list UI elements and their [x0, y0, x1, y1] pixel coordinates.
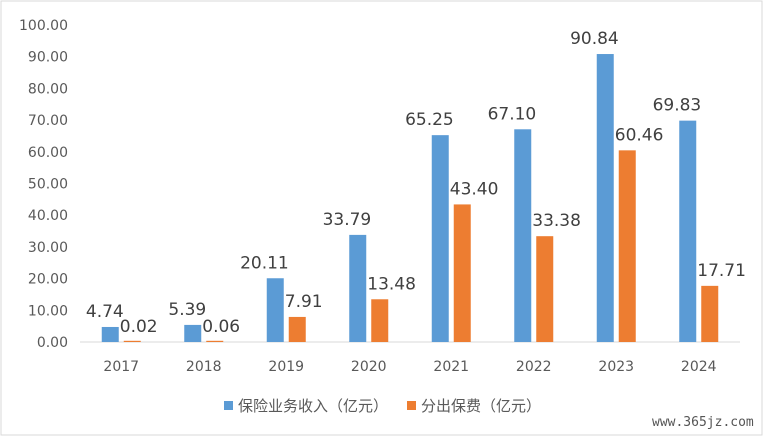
- x-tick-label: 2019: [268, 359, 304, 375]
- bar-series-1: [701, 285, 719, 342]
- bar-series-0: [514, 129, 532, 342]
- watermark-text: www.365jz.com: [652, 415, 754, 430]
- x-tick-label: 2024: [681, 359, 717, 375]
- data-label-series-1: 60.46: [615, 125, 664, 145]
- data-label-series-0: 67.10: [488, 104, 537, 124]
- data-label-series-1: 0.06: [202, 317, 240, 337]
- data-label-series-0: 90.84: [570, 29, 619, 49]
- y-tick-label: 70.00: [28, 113, 68, 129]
- y-tick-label: 40.00: [28, 208, 68, 224]
- x-tick-label: 2021: [433, 359, 469, 375]
- bar-series-0: [679, 120, 697, 342]
- data-label-series-1: 17.71: [697, 261, 746, 281]
- bar-series-0: [596, 54, 614, 342]
- legend-swatch-series-1: [407, 401, 416, 410]
- bars: [101, 54, 719, 342]
- bar-series-0: [349, 234, 367, 342]
- legend-swatch-series-0: [224, 401, 233, 410]
- data-label-series-0: 65.25: [405, 110, 454, 130]
- x-tick-label: 2022: [516, 359, 552, 375]
- bar-series-1: [371, 299, 389, 342]
- data-label-series-1: 0.02: [120, 317, 158, 337]
- legend-label-series-0: 保险业务收入（亿元）: [238, 397, 388, 415]
- y-tick-label: 50.00: [28, 177, 68, 193]
- data-label-series-1: 13.48: [367, 274, 416, 294]
- y-tick-label: 10.00: [28, 303, 68, 319]
- data-labels: 4.740.02 5.390.06 20.11 7.91 33.79 13.48 65.25…: [86, 29, 746, 337]
- data-label-series-0: 20.11: [240, 253, 289, 273]
- bar-series-1: [206, 340, 224, 342]
- data-label-series-0: 4.74: [86, 302, 124, 322]
- bar-series-1: [536, 236, 554, 342]
- data-label-series-0: 5.39: [168, 300, 206, 320]
- y-tick-label: 20.00: [28, 272, 68, 288]
- data-label-series-0: 69.83: [653, 96, 702, 116]
- bar-series-0: [431, 135, 449, 342]
- bar-series-0: [101, 326, 119, 342]
- legend: 保险业务收入（亿元） 分出保费（亿元）: [224, 397, 541, 415]
- data-label-series-1: 33.38: [532, 211, 581, 231]
- legend-label-series-1: 分出保费（亿元）: [421, 397, 541, 415]
- bar-series-1: [453, 204, 471, 342]
- bar-series-1: [123, 340, 141, 342]
- y-tick-label: 60.00: [28, 145, 68, 161]
- x-tick-label: 2023: [598, 359, 634, 375]
- bar-series-0: [266, 278, 284, 342]
- y-tick-label: 90.00: [28, 50, 68, 66]
- y-tick-label: 80.00: [28, 81, 68, 97]
- x-tick-label: 2018: [186, 359, 222, 375]
- x-tick-label: 2017: [103, 359, 139, 375]
- y-tick-label: 0.00: [37, 335, 68, 351]
- y-axis-ticks: 0.00 10.00 20.00 30.00 40.00 50.00 60.00 70.00 8…: [19, 18, 68, 351]
- y-tick-label: 30.00: [28, 240, 68, 256]
- x-tick-label: 2020: [351, 359, 387, 375]
- data-label-series-1: 7.91: [285, 292, 323, 312]
- x-axis-ticks: 2017 2018 2019 2020 2021 2022 2023 2024: [103, 359, 716, 375]
- data-label-series-0: 33.79: [323, 210, 372, 230]
- bar-series-1: [288, 316, 306, 342]
- bar-series-0: [184, 324, 202, 342]
- bar-series-1: [618, 150, 636, 342]
- data-label-series-1: 43.40: [450, 179, 499, 199]
- y-tick-label: 100.00: [19, 18, 68, 34]
